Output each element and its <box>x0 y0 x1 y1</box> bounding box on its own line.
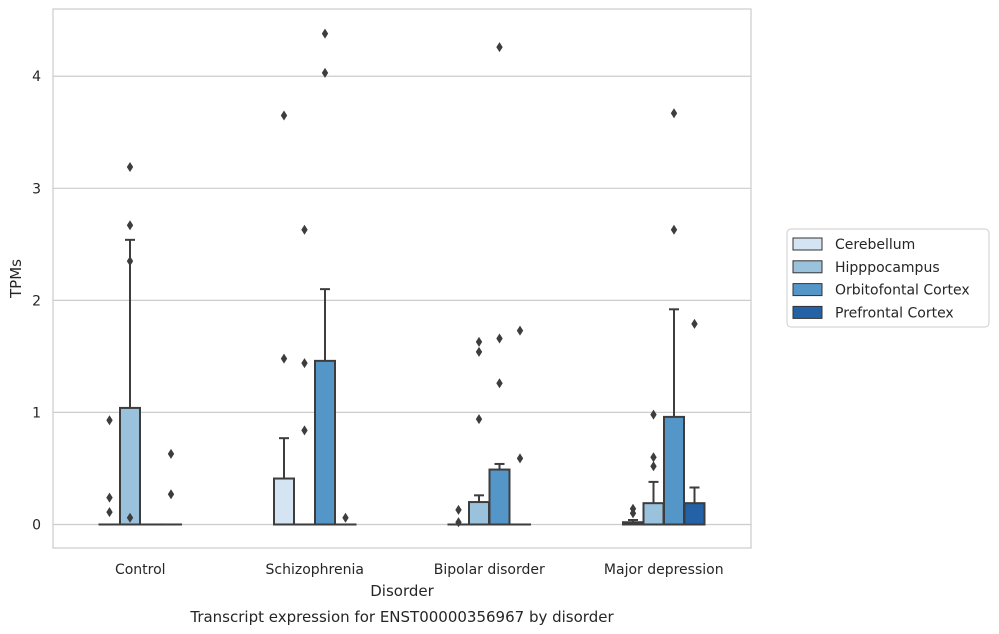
legend-frame <box>786 228 990 328</box>
legend-label: Prefrontal Cortex <box>835 305 954 321</box>
legend-item: Orbitofontal Cortex <box>792 283 970 299</box>
outlier-point <box>342 512 349 523</box>
outlier-point <box>650 452 657 463</box>
legend-item: Hipppocampus <box>792 260 940 276</box>
x-axis-label: Disorder <box>370 582 434 600</box>
box-body <box>119 406 141 526</box>
x-tick-label: Control <box>115 562 166 578</box>
outlier-point <box>106 492 113 503</box>
y-tick-label: 3 <box>32 181 41 197</box>
legend-item: Prefrontal Cortex <box>792 305 954 321</box>
y-tick-label: 2 <box>32 293 41 309</box>
outlier-point <box>455 517 462 528</box>
box <box>273 110 295 526</box>
legend-item: Cerebellum <box>792 237 915 253</box>
box <box>663 108 685 526</box>
outlier-point <box>691 318 698 329</box>
grid-lines <box>53 75 751 526</box>
legend-label: Hipppocampus <box>835 260 940 276</box>
outlier-point <box>280 110 288 121</box>
outlier-point <box>167 489 175 500</box>
box <box>468 336 490 526</box>
outlier-point <box>126 512 134 523</box>
outlier-point <box>650 409 657 420</box>
box-body <box>314 359 336 526</box>
y-axis-label: TPMs <box>7 259 25 299</box>
box-body <box>273 477 295 526</box>
outlier-point <box>475 414 483 425</box>
x-tick-labels: Control Schizophrenia Bipolar disorder Majo… <box>115 562 724 578</box>
outlier-point <box>167 448 175 459</box>
outlier-point <box>280 353 288 364</box>
box-body <box>663 415 685 526</box>
outlier-point <box>516 453 524 464</box>
x-tick-label: Major depression <box>604 562 724 578</box>
plot-frame <box>52 8 752 549</box>
outlier-point <box>126 162 134 173</box>
outlier-point <box>496 333 503 344</box>
outlier-point <box>650 461 657 472</box>
outlier-point <box>301 358 308 369</box>
outlier-point <box>670 108 678 119</box>
outlier-point <box>301 224 308 235</box>
legend-swatch <box>792 237 823 251</box>
outlier-point <box>106 415 113 426</box>
box <box>447 504 470 528</box>
legend-label: Orbitofontal Cortex <box>835 283 970 299</box>
outlier-point <box>475 336 483 347</box>
box-body <box>468 501 490 526</box>
legend-swatch <box>792 260 823 274</box>
box-body <box>642 502 665 526</box>
x-tick-label: Bipolar disorder <box>434 562 545 578</box>
outlier-point <box>629 508 637 519</box>
outlier-point <box>496 378 503 389</box>
y-tick-labels: 0 1 2 3 4 <box>32 69 41 533</box>
box-body <box>488 468 511 526</box>
outlier-point <box>516 325 524 336</box>
outlier-point <box>496 42 503 53</box>
legend-swatch <box>792 305 823 319</box>
box <box>314 28 336 526</box>
box <box>488 42 511 526</box>
box <box>293 224 316 526</box>
box <box>509 325 531 526</box>
outlier-point <box>321 67 329 78</box>
y-tick-label: 0 <box>32 517 41 533</box>
legend: Cerebellum Hipppocampus Orbitofontal Corte… <box>786 228 990 328</box>
legend-label: Cerebellum <box>835 237 915 253</box>
outlier-point <box>475 346 483 357</box>
outlier-point <box>106 507 113 518</box>
x-tick-label: Schizophrenia <box>266 562 364 578</box>
box <box>98 415 121 526</box>
box <box>119 162 141 526</box>
outlier-point <box>126 256 134 267</box>
outlier-point <box>455 504 462 515</box>
box <box>622 503 644 526</box>
legend-swatch <box>792 283 823 297</box>
box-marks <box>98 28 706 528</box>
box <box>334 512 357 526</box>
y-tick-label: 1 <box>32 405 41 421</box>
y-tick-label: 4 <box>32 69 41 85</box>
outlier-point <box>301 425 308 436</box>
chart-caption: Transcript expression for ENST0000035696… <box>189 608 614 626</box>
outlier-point <box>670 224 678 235</box>
box <box>642 409 665 526</box>
outlier-point <box>321 28 329 39</box>
box-body <box>683 502 706 526</box>
box <box>683 318 706 526</box>
outlier-point <box>126 220 134 231</box>
box <box>160 448 182 526</box>
